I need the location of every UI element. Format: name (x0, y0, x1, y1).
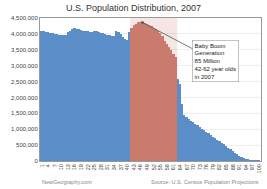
svg-text:61: 61 (170, 164, 176, 170)
svg-text:25: 25 (91, 164, 97, 170)
svg-text:79: 79 (210, 164, 216, 170)
svg-text:88: 88 (230, 164, 236, 170)
svg-text:67: 67 (184, 164, 190, 170)
svg-text:4,500,000: 4,500,000 (11, 15, 38, 21)
svg-text:85: 85 (223, 164, 229, 170)
svg-text:94: 94 (243, 164, 249, 170)
svg-text:16: 16 (71, 164, 77, 170)
svg-text:3,000,000: 3,000,000 (11, 63, 38, 69)
svg-text:4: 4 (45, 164, 51, 167)
svg-text:10: 10 (58, 164, 64, 170)
svg-text:43: 43 (131, 164, 137, 170)
svg-text:58: 58 (164, 164, 170, 170)
svg-text:40: 40 (124, 164, 130, 170)
svg-text:64: 64 (177, 164, 183, 170)
svg-text:500,000: 500,000 (16, 142, 38, 148)
svg-text:NewGeography.com: NewGeography.com (42, 179, 92, 185)
svg-text:Baby BoomGeneration85 Million4: Baby BoomGeneration85 Million42-62 year … (195, 43, 236, 80)
svg-text:0: 0 (34, 158, 38, 164)
svg-text:Source: U.S. Census Population: Source: U.S. Census Population Projectio… (151, 179, 259, 185)
svg-text:28: 28 (98, 164, 104, 170)
svg-text:97: 97 (249, 164, 255, 170)
svg-text:73: 73 (197, 164, 203, 170)
svg-text:1,000,000: 1,000,000 (11, 126, 38, 132)
svg-text:46: 46 (137, 164, 143, 170)
svg-text:31: 31 (104, 164, 110, 170)
svg-text:55: 55 (157, 164, 163, 170)
svg-text:1: 1 (39, 164, 45, 167)
svg-text:37: 37 (118, 164, 124, 170)
svg-text:49: 49 (144, 164, 150, 170)
svg-text:4,000,000: 4,000,000 (11, 31, 38, 37)
svg-text:13: 13 (65, 164, 71, 170)
svg-text:52: 52 (151, 164, 157, 170)
svg-text:22: 22 (85, 164, 91, 170)
svg-text:70: 70 (190, 164, 196, 170)
svg-text:3,500,000: 3,500,000 (11, 47, 38, 53)
svg-text:7: 7 (52, 164, 58, 167)
svg-text:100: 100 (256, 164, 262, 173)
svg-text:34: 34 (111, 164, 117, 170)
svg-text:82: 82 (216, 164, 222, 170)
svg-text:91: 91 (236, 164, 242, 170)
svg-text:19: 19 (78, 164, 84, 170)
svg-text:2,500,000: 2,500,000 (11, 79, 38, 85)
svg-text:76: 76 (203, 164, 209, 170)
svg-text:U.S. Population Distribution,: U.S. Population Distribution, 2007 (66, 3, 201, 13)
svg-text:1,500,000: 1,500,000 (11, 110, 38, 116)
svg-text:2,000,000: 2,000,000 (11, 95, 38, 101)
